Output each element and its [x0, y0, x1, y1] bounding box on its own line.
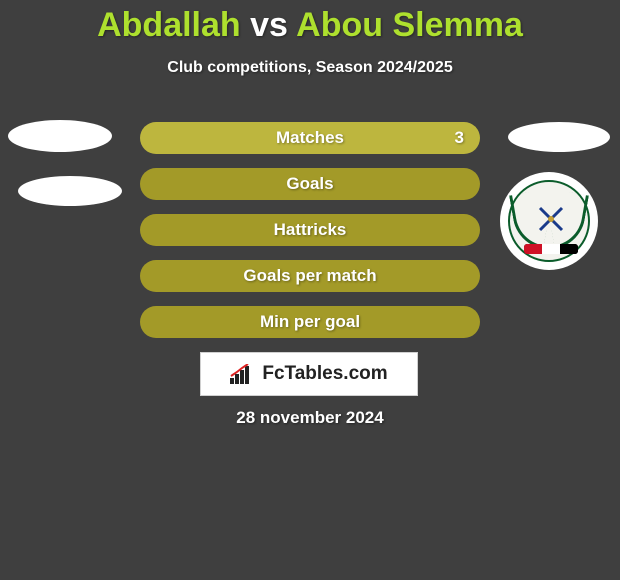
date-text: 28 november 2024	[0, 408, 620, 428]
player1-name: Abdallah	[97, 6, 241, 44]
stat-row: Goals	[140, 168, 480, 200]
stat-value-right: 3	[455, 128, 464, 148]
brand-box: FcTables.com	[200, 352, 418, 396]
brand-text: FcTables.com	[262, 363, 387, 385]
page-title: Abdallah vs Abou Slemma	[0, 0, 620, 45]
stat-row: Matches 3	[140, 122, 480, 154]
left-club-badge-1	[8, 120, 112, 152]
right-club-badge	[500, 172, 598, 270]
stat-label: Goals	[286, 174, 333, 194]
stats-container: Matches 3 Goals Hattricks Goals per match Min…	[140, 122, 480, 352]
stat-label: Goals per match	[243, 266, 376, 286]
stat-label: Min per goal	[260, 312, 360, 332]
left-club-badge-2	[18, 176, 122, 206]
stat-row: Goals per match	[140, 260, 480, 292]
stat-row: Hattricks	[140, 214, 480, 246]
stat-label: Matches	[276, 128, 344, 148]
player2-name: Abou Slemma	[296, 6, 523, 44]
subtitle: Club competitions, Season 2024/2025	[0, 59, 620, 77]
stat-label: Hattricks	[274, 220, 347, 240]
brand-logo-icon	[230, 364, 256, 384]
right-club-badge-oval	[508, 122, 610, 152]
crest-icon	[508, 180, 590, 262]
vs-text: vs	[250, 6, 288, 44]
flag-icon	[524, 244, 578, 254]
stat-row: Min per goal	[140, 306, 480, 338]
